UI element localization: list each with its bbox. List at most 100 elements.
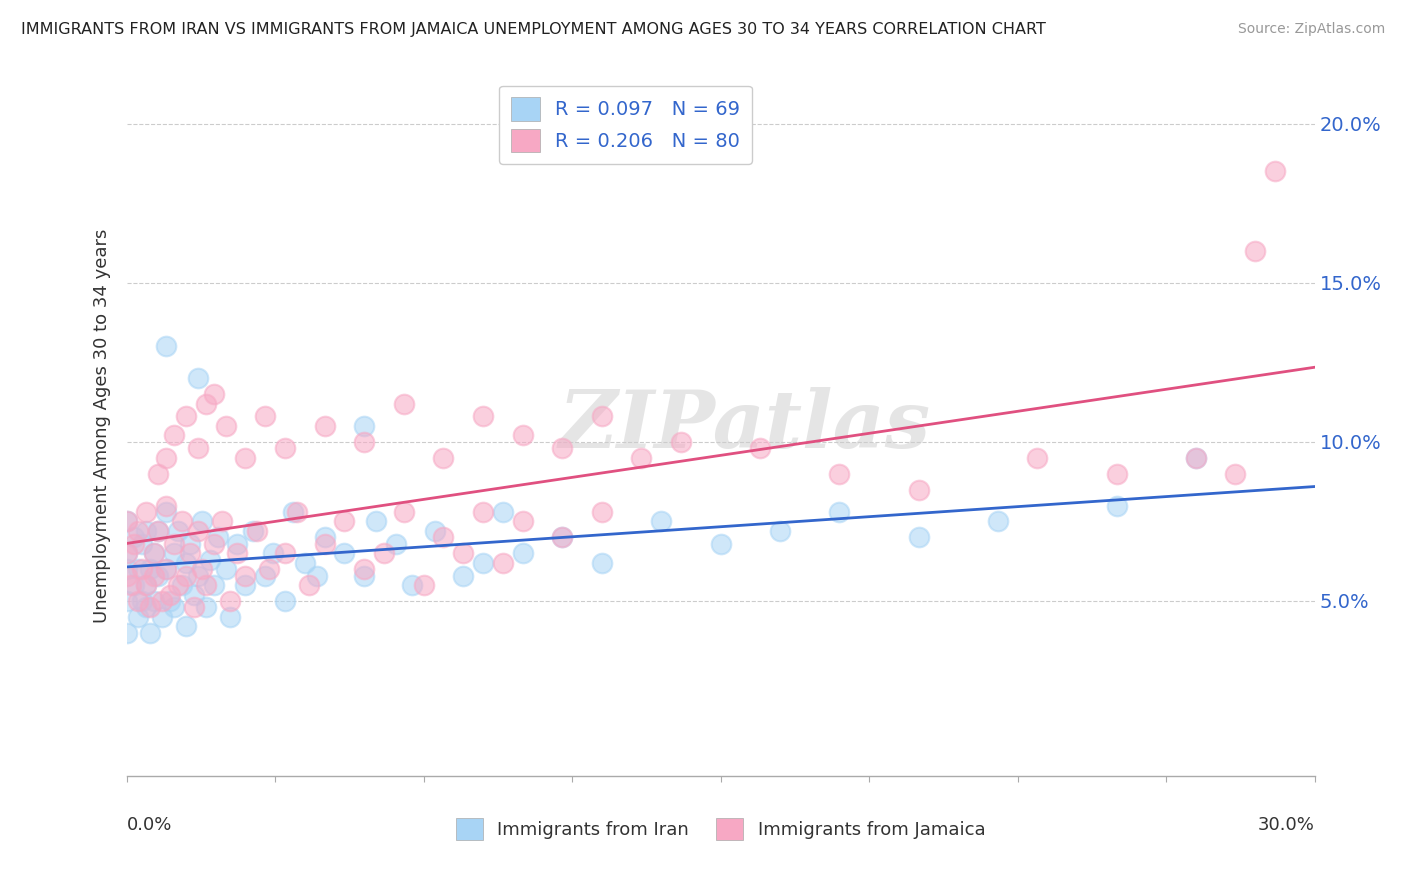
Point [314,418,336,433]
Point [242,524,264,538]
Point [828,467,851,481]
Point [127,594,149,608]
Point [451,546,474,560]
Point [285,505,308,519]
Point [163,537,186,551]
Point [425,524,447,538]
Point [373,546,395,560]
Point [148,524,170,538]
Point [187,371,209,385]
Point [167,524,190,538]
Point [492,505,515,519]
Point [135,578,157,592]
Point [650,515,672,529]
Point [472,505,495,519]
Point [472,556,495,570]
Point [1105,499,1128,513]
Point [163,546,186,560]
Point [135,578,157,592]
Point [630,450,652,465]
Point [254,568,277,582]
Point [183,600,205,615]
Point [401,578,423,592]
Point [143,546,166,560]
Point [194,600,217,615]
Point [305,568,328,582]
Point [127,610,149,624]
Point [710,537,733,551]
Point [139,600,162,615]
Point [131,594,153,608]
Point [1244,244,1267,258]
Point [115,594,138,608]
Point [194,397,217,411]
Point [769,524,792,538]
Point [194,578,217,592]
Point [135,600,157,615]
Point [155,562,177,576]
Point [150,610,173,624]
Point [364,515,387,529]
Point [115,568,138,582]
Point [233,450,257,465]
Point [385,537,408,551]
Point [274,441,297,455]
Point [472,409,495,424]
Point [127,562,149,576]
Point [591,409,613,424]
Point [127,524,149,538]
Point [551,530,574,544]
Point [135,505,157,519]
Point [218,610,240,624]
Point [1264,164,1286,178]
Point [115,546,138,560]
Point [392,505,415,519]
Point [492,556,515,570]
Y-axis label: Unemployment Among Ages 30 to 34 years: Unemployment Among Ages 30 to 34 years [93,228,111,624]
Point [298,578,321,592]
Point [294,556,316,570]
Point [749,441,772,455]
Point [281,505,304,519]
Point [115,515,138,529]
Point [191,562,214,576]
Text: 0.0%: 0.0% [127,816,172,834]
Point [143,568,166,582]
Point [226,546,249,560]
Point [163,600,186,615]
Point [353,562,375,576]
Point [333,546,356,560]
Point [135,524,157,538]
Point [257,562,280,576]
Point [512,515,534,529]
Point [170,578,193,592]
Point [591,505,613,519]
Text: ZIPatlas: ZIPatlas [558,387,931,465]
Point [167,578,190,592]
Point [226,537,249,551]
Point [148,467,170,481]
Text: 30.0%: 30.0% [1258,816,1315,834]
Point [179,537,201,551]
Point [1225,467,1247,481]
Point [233,568,257,582]
Point [512,546,534,560]
Point [148,524,170,538]
Point [1105,467,1128,481]
Point [179,546,201,560]
Point [669,434,692,449]
Point [274,594,297,608]
Point [591,556,613,570]
Point [1026,450,1049,465]
Point [987,515,1010,529]
Point [159,588,181,602]
Point [155,562,177,576]
Point [246,524,269,538]
Point [155,499,177,513]
Point [551,441,574,455]
Point [174,619,197,633]
Text: Source: ZipAtlas.com: Source: ZipAtlas.com [1237,22,1385,37]
Point [392,397,415,411]
Point [353,434,375,449]
Point [218,594,240,608]
